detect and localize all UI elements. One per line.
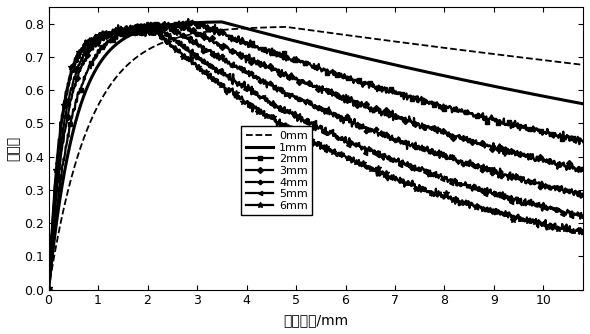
1mm xyxy=(262,31,269,35)
6mm xyxy=(262,113,269,117)
1mm xyxy=(281,36,288,40)
5mm xyxy=(281,105,288,109)
0mm xyxy=(45,288,52,292)
4mm xyxy=(100,35,107,39)
5mm xyxy=(472,183,479,187)
4mm xyxy=(463,160,470,164)
2mm xyxy=(45,288,52,292)
5mm xyxy=(463,182,470,186)
0mm xyxy=(280,25,287,29)
3mm xyxy=(472,140,479,144)
2mm xyxy=(281,54,288,58)
1mm xyxy=(100,56,107,60)
0mm xyxy=(100,94,107,98)
1mm xyxy=(463,78,470,82)
2mm xyxy=(579,140,586,144)
Line: 0mm: 0mm xyxy=(48,27,583,290)
0mm xyxy=(261,25,268,29)
1mm xyxy=(472,80,479,85)
6mm xyxy=(579,231,586,235)
Line: 6mm: 6mm xyxy=(46,26,586,291)
0mm xyxy=(412,42,419,46)
5mm xyxy=(412,167,419,171)
3mm xyxy=(412,121,419,125)
2mm xyxy=(262,50,269,54)
2mm xyxy=(100,43,107,47)
6mm xyxy=(100,34,107,38)
3mm xyxy=(161,20,168,24)
3mm xyxy=(262,66,269,70)
Legend: 0mm, 1mm, 2mm, 3mm, 4mm, 5mm, 6mm: 0mm, 1mm, 2mm, 3mm, 4mm, 5mm, 6mm xyxy=(241,127,312,215)
Line: 3mm: 3mm xyxy=(47,20,585,292)
3mm xyxy=(100,35,107,39)
3mm xyxy=(45,288,52,292)
5mm xyxy=(45,288,52,292)
0mm xyxy=(463,48,470,52)
Line: 2mm: 2mm xyxy=(47,17,585,292)
4mm xyxy=(146,22,153,26)
X-axis label: 赵肤深度/mm: 赵肤深度/mm xyxy=(283,313,348,327)
Y-axis label: 相位角: 相位角 xyxy=(7,136,21,161)
4mm xyxy=(412,145,419,149)
3mm xyxy=(281,73,288,77)
5mm xyxy=(100,32,107,36)
5mm xyxy=(113,26,120,30)
4mm xyxy=(579,194,586,198)
0mm xyxy=(579,63,586,67)
6mm xyxy=(463,199,470,203)
3mm xyxy=(579,169,586,173)
2mm xyxy=(472,114,479,118)
6mm xyxy=(281,126,288,130)
6mm xyxy=(472,205,479,209)
3mm xyxy=(463,136,470,140)
4mm xyxy=(262,78,269,82)
4mm xyxy=(45,288,52,292)
2mm xyxy=(412,95,419,99)
4mm xyxy=(472,166,479,170)
Line: 1mm: 1mm xyxy=(48,22,583,290)
1mm xyxy=(579,102,586,106)
1mm xyxy=(412,68,419,72)
1mm xyxy=(45,288,52,292)
6mm xyxy=(45,286,52,290)
6mm xyxy=(128,26,135,30)
2mm xyxy=(463,111,470,115)
6mm xyxy=(412,185,419,189)
5mm xyxy=(579,216,586,220)
0mm xyxy=(283,25,290,29)
5mm xyxy=(262,99,269,103)
4mm xyxy=(281,89,288,93)
1mm xyxy=(218,20,225,24)
Line: 5mm: 5mm xyxy=(47,26,585,292)
Line: 4mm: 4mm xyxy=(47,22,585,292)
2mm xyxy=(185,17,192,21)
0mm xyxy=(472,50,479,54)
